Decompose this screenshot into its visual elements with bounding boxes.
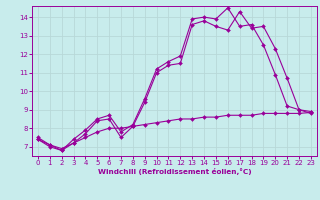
X-axis label: Windchill (Refroidissement éolien,°C): Windchill (Refroidissement éolien,°C): [98, 168, 251, 175]
